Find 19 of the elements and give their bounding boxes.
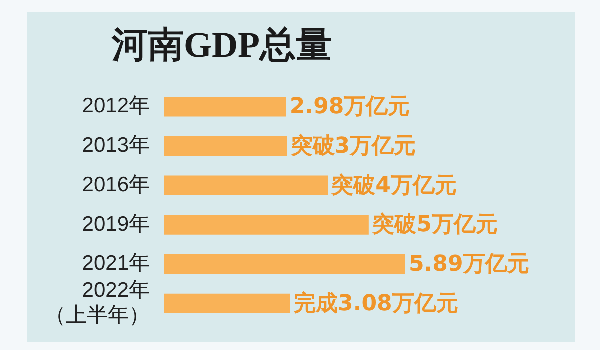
data-label: 完成3.08万亿元 xyxy=(294,290,458,316)
data-label: 突破3万亿元 xyxy=(290,132,416,159)
bar xyxy=(164,97,286,117)
bar xyxy=(164,136,288,156)
y-tick-label: 2016年 xyxy=(82,173,150,196)
data-label: 2.98万亿元 xyxy=(290,94,410,120)
bar xyxy=(164,294,290,314)
data-label: 突破5万亿元 xyxy=(372,212,498,238)
y-tick-label: 2013年 xyxy=(82,134,150,158)
bar xyxy=(164,176,328,196)
y-tick-label: 2021年 xyxy=(82,252,150,276)
y-tick-label: 2022年（上半年） xyxy=(45,278,150,328)
chart-title: 河南GDP总量 xyxy=(111,24,332,65)
data-label: 5.89万亿元 xyxy=(409,252,530,278)
bar xyxy=(164,254,405,274)
data-label: 突破4万亿元 xyxy=(330,172,457,198)
y-tick-label: 2019年 xyxy=(82,212,150,236)
y-tick-label: 2012年 xyxy=(82,94,150,118)
bar xyxy=(164,215,369,235)
